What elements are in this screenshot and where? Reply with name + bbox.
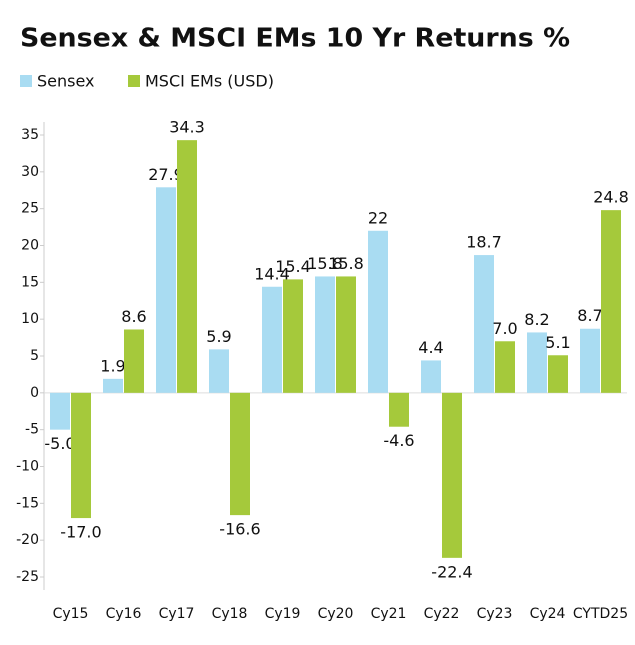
bar	[495, 341, 515, 393]
bar	[230, 392, 250, 516]
y-tick-label: -5	[25, 422, 39, 438]
value-label: 18.7	[466, 233, 502, 252]
y-tick-label: 0	[30, 385, 39, 401]
bar	[103, 378, 123, 393]
y-tick-label: -15	[16, 495, 39, 511]
bar	[262, 286, 282, 393]
bar	[124, 329, 144, 393]
bar	[548, 355, 568, 393]
value-label: 15.4	[275, 257, 311, 276]
bar	[601, 210, 621, 393]
y-tick-label: 10	[21, 311, 39, 327]
bar	[474, 255, 494, 393]
x-tick-label: CYTD25	[573, 606, 628, 622]
chart-title: Sensex & MSCI EMs 10 Yr Returns %	[20, 24, 570, 54]
bar	[209, 349, 229, 393]
y-tick-label: 35	[21, 127, 39, 143]
bar	[315, 276, 335, 393]
x-tick-label: Cy20	[318, 606, 354, 622]
x-tick-label: Cy19	[265, 606, 301, 622]
bar	[527, 332, 547, 393]
bar	[177, 140, 197, 393]
x-tick-label: Cy17	[159, 606, 195, 622]
bar	[442, 392, 462, 558]
y-tick-label: -10	[16, 459, 39, 475]
value-label: -4.6	[383, 431, 414, 450]
bar	[336, 276, 356, 393]
value-label: 5.1	[545, 333, 570, 352]
bar	[71, 392, 91, 519]
legend-label: Sensex	[37, 72, 95, 91]
value-label: 24.8	[593, 188, 629, 207]
x-tick-label: Cy21	[371, 606, 407, 622]
bar	[50, 392, 70, 430]
value-label: 8.7	[577, 306, 602, 325]
value-label: 4.4	[418, 338, 443, 357]
value-label: 27.9	[148, 165, 184, 184]
bar	[368, 230, 388, 393]
value-label: 8.2	[524, 310, 549, 329]
x-tick-label: Cy15	[53, 606, 89, 622]
y-tick-label: 15	[21, 274, 39, 290]
value-label: -16.6	[219, 520, 260, 539]
legend-swatch	[128, 75, 140, 87]
x-tick-label: Cy16	[106, 606, 142, 622]
value-label: 1.9	[100, 356, 125, 375]
x-tick-label: Cy24	[530, 606, 566, 622]
value-label: 15.8	[328, 254, 364, 273]
bar	[421, 360, 441, 393]
x-tick-label: Cy22	[424, 606, 460, 622]
value-label: 8.6	[121, 307, 146, 326]
y-tick-label: 20	[21, 238, 39, 254]
bar	[580, 328, 600, 393]
value-label: 22	[368, 208, 388, 227]
y-tick-label: 5	[30, 348, 39, 364]
x-tick-label: Cy23	[477, 606, 513, 622]
value-label: 14.4	[254, 264, 290, 283]
bar	[156, 187, 176, 393]
legend-label: MSCI EMs (USD)	[145, 72, 274, 91]
y-tick-label: 30	[21, 164, 39, 180]
legend-swatch	[20, 75, 32, 87]
bar	[389, 392, 409, 427]
value-label: 34.3	[169, 118, 205, 137]
y-tick-label: 25	[21, 201, 39, 217]
value-label: -5.0	[44, 434, 75, 453]
value-label: -22.4	[431, 562, 472, 581]
value-label: 15.8	[307, 254, 343, 273]
value-label: -17.0	[60, 523, 101, 542]
value-label: 5.9	[206, 327, 231, 346]
value-label: 7.0	[492, 319, 517, 338]
y-tick-label: -25	[16, 569, 39, 585]
bar	[283, 279, 303, 393]
y-tick-label: -20	[16, 532, 39, 548]
x-tick-label: Cy18	[212, 606, 248, 622]
